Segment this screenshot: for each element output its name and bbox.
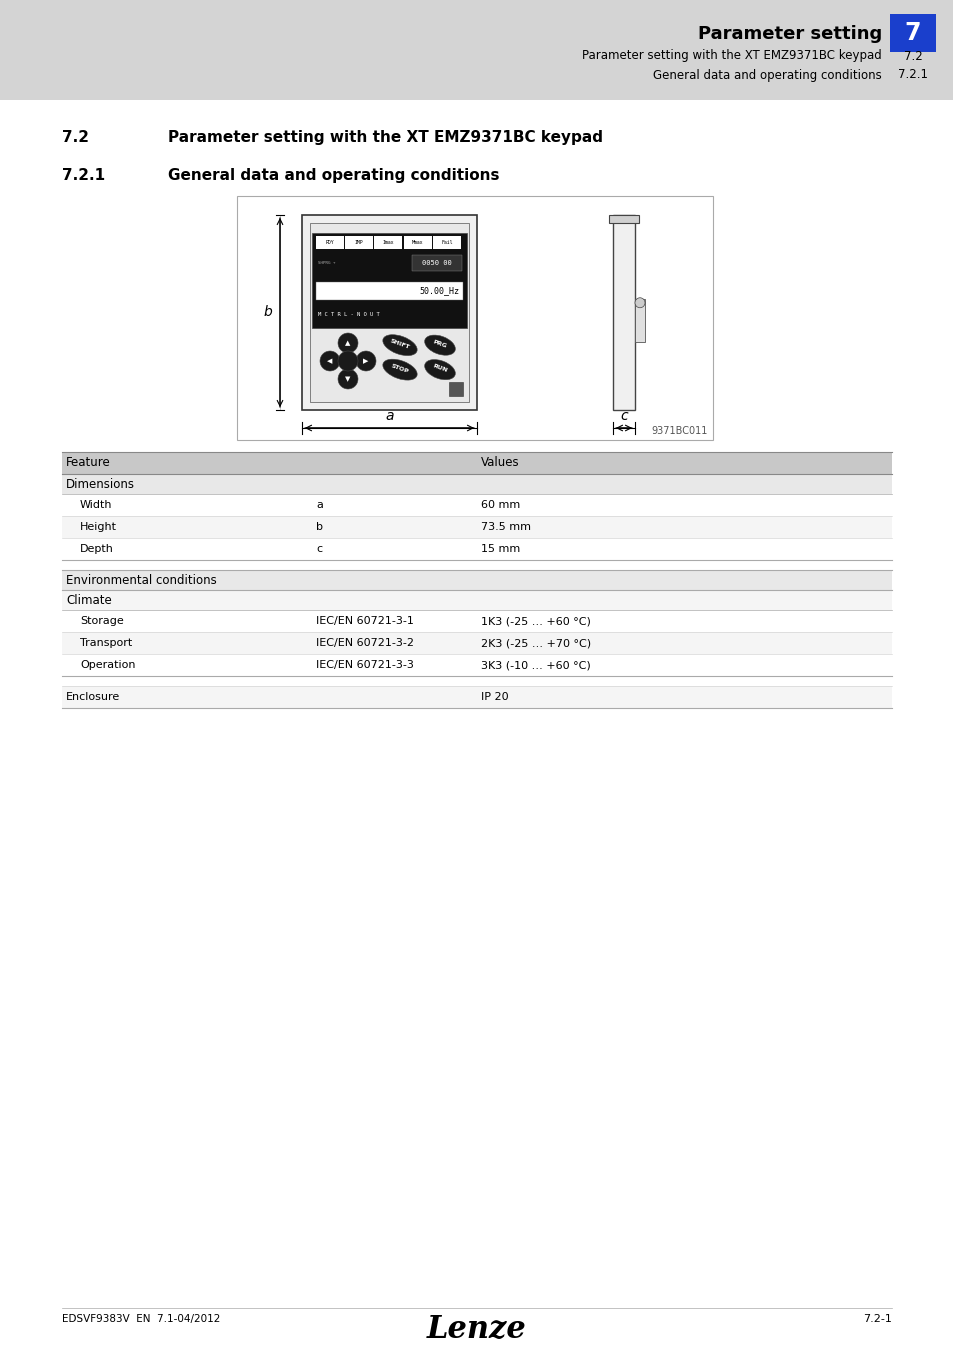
Text: 9371BC011: 9371BC011 bbox=[651, 427, 707, 436]
Text: RUN: RUN bbox=[432, 363, 448, 374]
Text: General data and operating conditions: General data and operating conditions bbox=[168, 167, 499, 184]
Text: Fail: Fail bbox=[441, 240, 453, 244]
Bar bbox=[62, 494, 891, 516]
Text: IP 20: IP 20 bbox=[480, 693, 508, 702]
Circle shape bbox=[319, 351, 339, 371]
Text: b: b bbox=[263, 305, 272, 320]
Text: Feature: Feature bbox=[66, 456, 111, 470]
Circle shape bbox=[635, 298, 644, 308]
Bar bbox=[315, 236, 344, 248]
Bar bbox=[345, 236, 373, 248]
Text: Depth: Depth bbox=[80, 544, 113, 554]
Text: Imax: Imax bbox=[382, 240, 394, 244]
Text: 0050 00: 0050 00 bbox=[421, 261, 452, 266]
Text: IMP: IMP bbox=[355, 240, 363, 244]
Bar bbox=[62, 590, 891, 610]
Text: Climate: Climate bbox=[66, 594, 112, 606]
Bar bbox=[62, 452, 891, 474]
Bar bbox=[236, 196, 712, 440]
Bar bbox=[312, 234, 467, 328]
Bar bbox=[62, 516, 891, 539]
Bar bbox=[302, 215, 476, 410]
Bar bbox=[889, 14, 935, 53]
Text: a: a bbox=[385, 409, 394, 423]
Text: ▲: ▲ bbox=[345, 340, 351, 346]
Circle shape bbox=[337, 351, 357, 371]
Text: Values: Values bbox=[480, 456, 519, 470]
Text: c: c bbox=[315, 544, 322, 554]
Text: 7.2: 7.2 bbox=[62, 130, 89, 144]
Text: ◀: ◀ bbox=[327, 358, 333, 364]
Bar bbox=[403, 236, 432, 248]
Bar bbox=[62, 474, 891, 494]
Text: Width: Width bbox=[80, 500, 112, 510]
Text: ▼: ▼ bbox=[345, 377, 351, 382]
Text: 73.5 mm: 73.5 mm bbox=[480, 522, 531, 532]
Text: IEC/EN 60721-3-1: IEC/EN 60721-3-1 bbox=[315, 616, 414, 626]
Bar bbox=[635, 298, 644, 342]
Circle shape bbox=[337, 333, 357, 352]
Text: 7.2-1: 7.2-1 bbox=[862, 1314, 891, 1324]
Circle shape bbox=[355, 351, 375, 371]
Text: 7.2.1: 7.2.1 bbox=[62, 167, 105, 184]
Text: Parameter setting: Parameter setting bbox=[697, 26, 882, 43]
Text: Operation: Operation bbox=[80, 660, 135, 670]
Bar bbox=[608, 215, 639, 223]
Bar bbox=[62, 610, 891, 632]
Text: Enclosure: Enclosure bbox=[66, 693, 120, 702]
Text: EDSVF9383V  EN  7.1-04/2012: EDSVF9383V EN 7.1-04/2012 bbox=[62, 1314, 220, 1324]
Text: 15 mm: 15 mm bbox=[480, 544, 519, 554]
Text: 7.2.1: 7.2.1 bbox=[897, 69, 927, 81]
Text: 3K3 (-10 … +60 °C): 3K3 (-10 … +60 °C) bbox=[480, 660, 590, 670]
Bar bbox=[374, 236, 401, 248]
Text: Height: Height bbox=[80, 522, 117, 532]
Bar bbox=[310, 223, 469, 402]
Text: 1K3 (-25 … +60 °C): 1K3 (-25 … +60 °C) bbox=[480, 616, 590, 626]
Bar bbox=[62, 539, 891, 560]
Text: PRG: PRG bbox=[432, 339, 447, 350]
Text: a: a bbox=[315, 500, 322, 510]
Bar bbox=[613, 215, 635, 410]
Text: Transport: Transport bbox=[80, 639, 132, 648]
Text: Parameter setting with the XT EMZ9371BC keypad: Parameter setting with the XT EMZ9371BC … bbox=[581, 50, 882, 62]
Text: SHIFT: SHIFT bbox=[389, 339, 410, 350]
Text: 2K3 (-25 … +70 °C): 2K3 (-25 … +70 °C) bbox=[480, 639, 591, 648]
Text: General data and operating conditions: General data and operating conditions bbox=[653, 69, 882, 81]
Ellipse shape bbox=[382, 335, 416, 355]
Text: SHPRG +: SHPRG + bbox=[317, 261, 335, 265]
Ellipse shape bbox=[382, 359, 416, 381]
Text: 60 mm: 60 mm bbox=[480, 500, 519, 510]
Text: b: b bbox=[315, 522, 323, 532]
Bar bbox=[62, 570, 891, 590]
Text: Storage: Storage bbox=[80, 616, 124, 626]
Ellipse shape bbox=[424, 359, 455, 379]
Bar bbox=[412, 255, 461, 271]
Text: Dimensions: Dimensions bbox=[66, 478, 135, 490]
Ellipse shape bbox=[424, 335, 455, 355]
Text: ▶: ▶ bbox=[363, 358, 368, 364]
Text: Environmental conditions: Environmental conditions bbox=[66, 574, 216, 586]
Text: 7.2: 7.2 bbox=[902, 50, 922, 62]
Bar bbox=[449, 382, 462, 396]
Text: 50.00_Hz: 50.00_Hz bbox=[418, 286, 458, 296]
Text: IEC/EN 60721-3-2: IEC/EN 60721-3-2 bbox=[315, 639, 414, 648]
Bar bbox=[62, 632, 891, 653]
Bar bbox=[315, 282, 462, 300]
Bar bbox=[0, 0, 953, 100]
Text: 7: 7 bbox=[903, 22, 921, 45]
Bar bbox=[433, 236, 460, 248]
Text: M C T R L - N O U T: M C T R L - N O U T bbox=[317, 312, 379, 316]
Text: IEC/EN 60721-3-3: IEC/EN 60721-3-3 bbox=[315, 660, 414, 670]
Text: RDY: RDY bbox=[325, 240, 334, 244]
Circle shape bbox=[337, 369, 357, 389]
Text: Mmax: Mmax bbox=[412, 240, 423, 244]
Text: Parameter setting with the XT EMZ9371BC keypad: Parameter setting with the XT EMZ9371BC … bbox=[168, 130, 602, 144]
Text: c: c bbox=[619, 409, 627, 423]
Bar bbox=[62, 686, 891, 707]
Text: Lenze: Lenze bbox=[427, 1314, 526, 1345]
Bar bbox=[62, 653, 891, 676]
Text: STOP: STOP bbox=[390, 363, 409, 374]
